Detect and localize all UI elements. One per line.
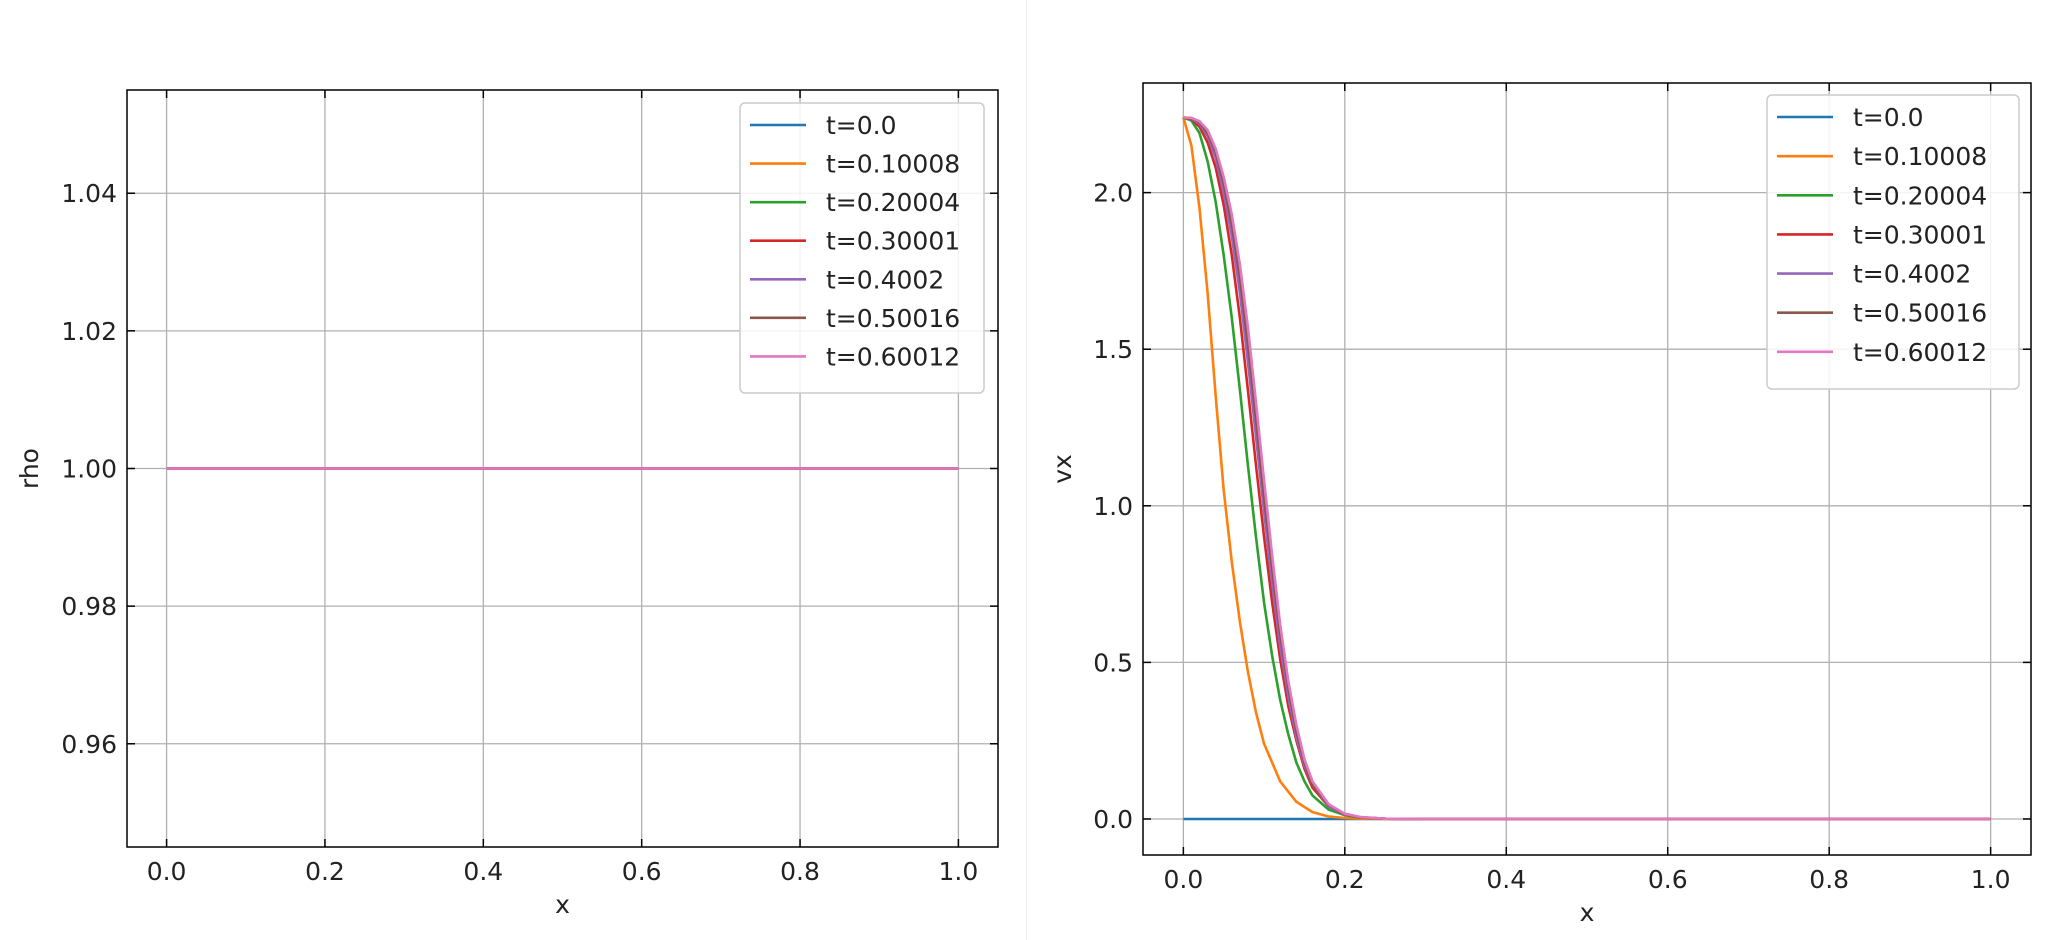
rho-legend: t=0.0 t=0.10008 t=0.20004 t=0.30001 t=0.4002… bbox=[739, 102, 985, 394]
rho-x-tick-label: 0.0 bbox=[147, 857, 187, 886]
rho-x-axis-label: x bbox=[555, 890, 570, 919]
vx-axes-frame bbox=[1142, 82, 2032, 856]
vx-y-tick-label: 0.5 bbox=[1093, 648, 1133, 677]
legend-entry-label: t=0.30001 bbox=[826, 227, 960, 256]
vx-x-tick-label: 0.8 bbox=[1809, 865, 1849, 894]
vx-ticks: 0.0 0.2 0.4 0.6 0.8 1.0 0.0 0.5 1.0 1.5 2.0 bbox=[1093, 83, 2031, 894]
vx-y-axis-label: vx bbox=[1048, 454, 1077, 484]
rho-x-tick-label: 0.8 bbox=[780, 857, 820, 886]
legend-box bbox=[739, 102, 985, 394]
vx-plot: 0.0 0.2 0.4 0.6 0.8 1.0 0.0 0.5 1.0 1.5 2.0 x vx t=0.… bbox=[1048, 82, 2032, 927]
legend-entry-label: t=0.4002 bbox=[826, 265, 944, 294]
vx-x-axis-label: x bbox=[1580, 898, 1595, 927]
vx-y-tick-label: 1.5 bbox=[1093, 335, 1133, 364]
rho-y-axis-label: rho bbox=[15, 448, 44, 489]
vx-y-tick-label: 2.0 bbox=[1093, 179, 1133, 208]
rho-y-tick-label: 0.96 bbox=[61, 730, 117, 759]
rho-x-tick-label: 0.6 bbox=[622, 857, 662, 886]
vx-x-tick-label: 0.6 bbox=[1648, 865, 1688, 894]
rho-y-tick-label: 1.04 bbox=[61, 179, 117, 208]
legend-entry-label: t=0.20004 bbox=[1853, 181, 1987, 210]
legend-entry-label: t=0.4002 bbox=[1853, 260, 1971, 289]
vx-x-tick-label: 0.0 bbox=[1163, 865, 1203, 894]
vx-y-tick-label: 0.0 bbox=[1093, 805, 1133, 834]
legend-entry-label: t=0.50016 bbox=[1853, 299, 1987, 328]
legend-entry-label: t=0.30001 bbox=[1853, 220, 1987, 249]
legend-entry-label: t=0.60012 bbox=[1853, 338, 1987, 367]
panel-divider bbox=[1026, 0, 1027, 940]
vx-series bbox=[1182, 116, 1991, 821]
legend-entry-label: t=0.20004 bbox=[826, 188, 960, 217]
rho-x-tick-label: 0.4 bbox=[463, 857, 503, 886]
legend-entry-label: t=0.60012 bbox=[826, 342, 960, 371]
rho-x-tick-label: 0.2 bbox=[305, 857, 345, 886]
vx-y-tick-label: 1.0 bbox=[1093, 492, 1133, 521]
legend-entry-label: t=0.0 bbox=[1853, 103, 1924, 132]
rho-ticks: 0.0 0.2 0.4 0.6 0.8 1.0 0.96 0.98 1.00 1.02 1.04 bbox=[61, 90, 998, 886]
rho-x-tick-label: 1.0 bbox=[939, 857, 979, 886]
vx-x-tick-label: 0.2 bbox=[1325, 865, 1365, 894]
rho-plot: 0.0 0.2 0.4 0.6 0.8 1.0 0.96 0.98 1.00 1.02 1.04 x r… bbox=[15, 89, 999, 919]
rho-y-tick-label: 0.98 bbox=[61, 592, 117, 621]
legend-entry-label: t=0.50016 bbox=[826, 304, 960, 333]
legend-entry-label: t=0.10008 bbox=[1853, 142, 1987, 171]
vx-series-line-6 bbox=[1183, 116, 1991, 821]
legend-box bbox=[1766, 94, 2020, 390]
vx-legend: t=0.0 t=0.10008 t=0.20004 t=0.30001 t=0.4002… bbox=[1766, 94, 2020, 390]
rho-y-tick-label: 1.02 bbox=[61, 317, 117, 346]
rho-y-tick-label: 1.00 bbox=[61, 455, 117, 484]
vx-x-tick-label: 0.4 bbox=[1486, 865, 1526, 894]
legend-entry-label: t=0.10008 bbox=[826, 150, 960, 179]
legend-entry-label: t=0.0 bbox=[826, 111, 897, 140]
vx-x-tick-label: 1.0 bbox=[1971, 865, 2011, 894]
